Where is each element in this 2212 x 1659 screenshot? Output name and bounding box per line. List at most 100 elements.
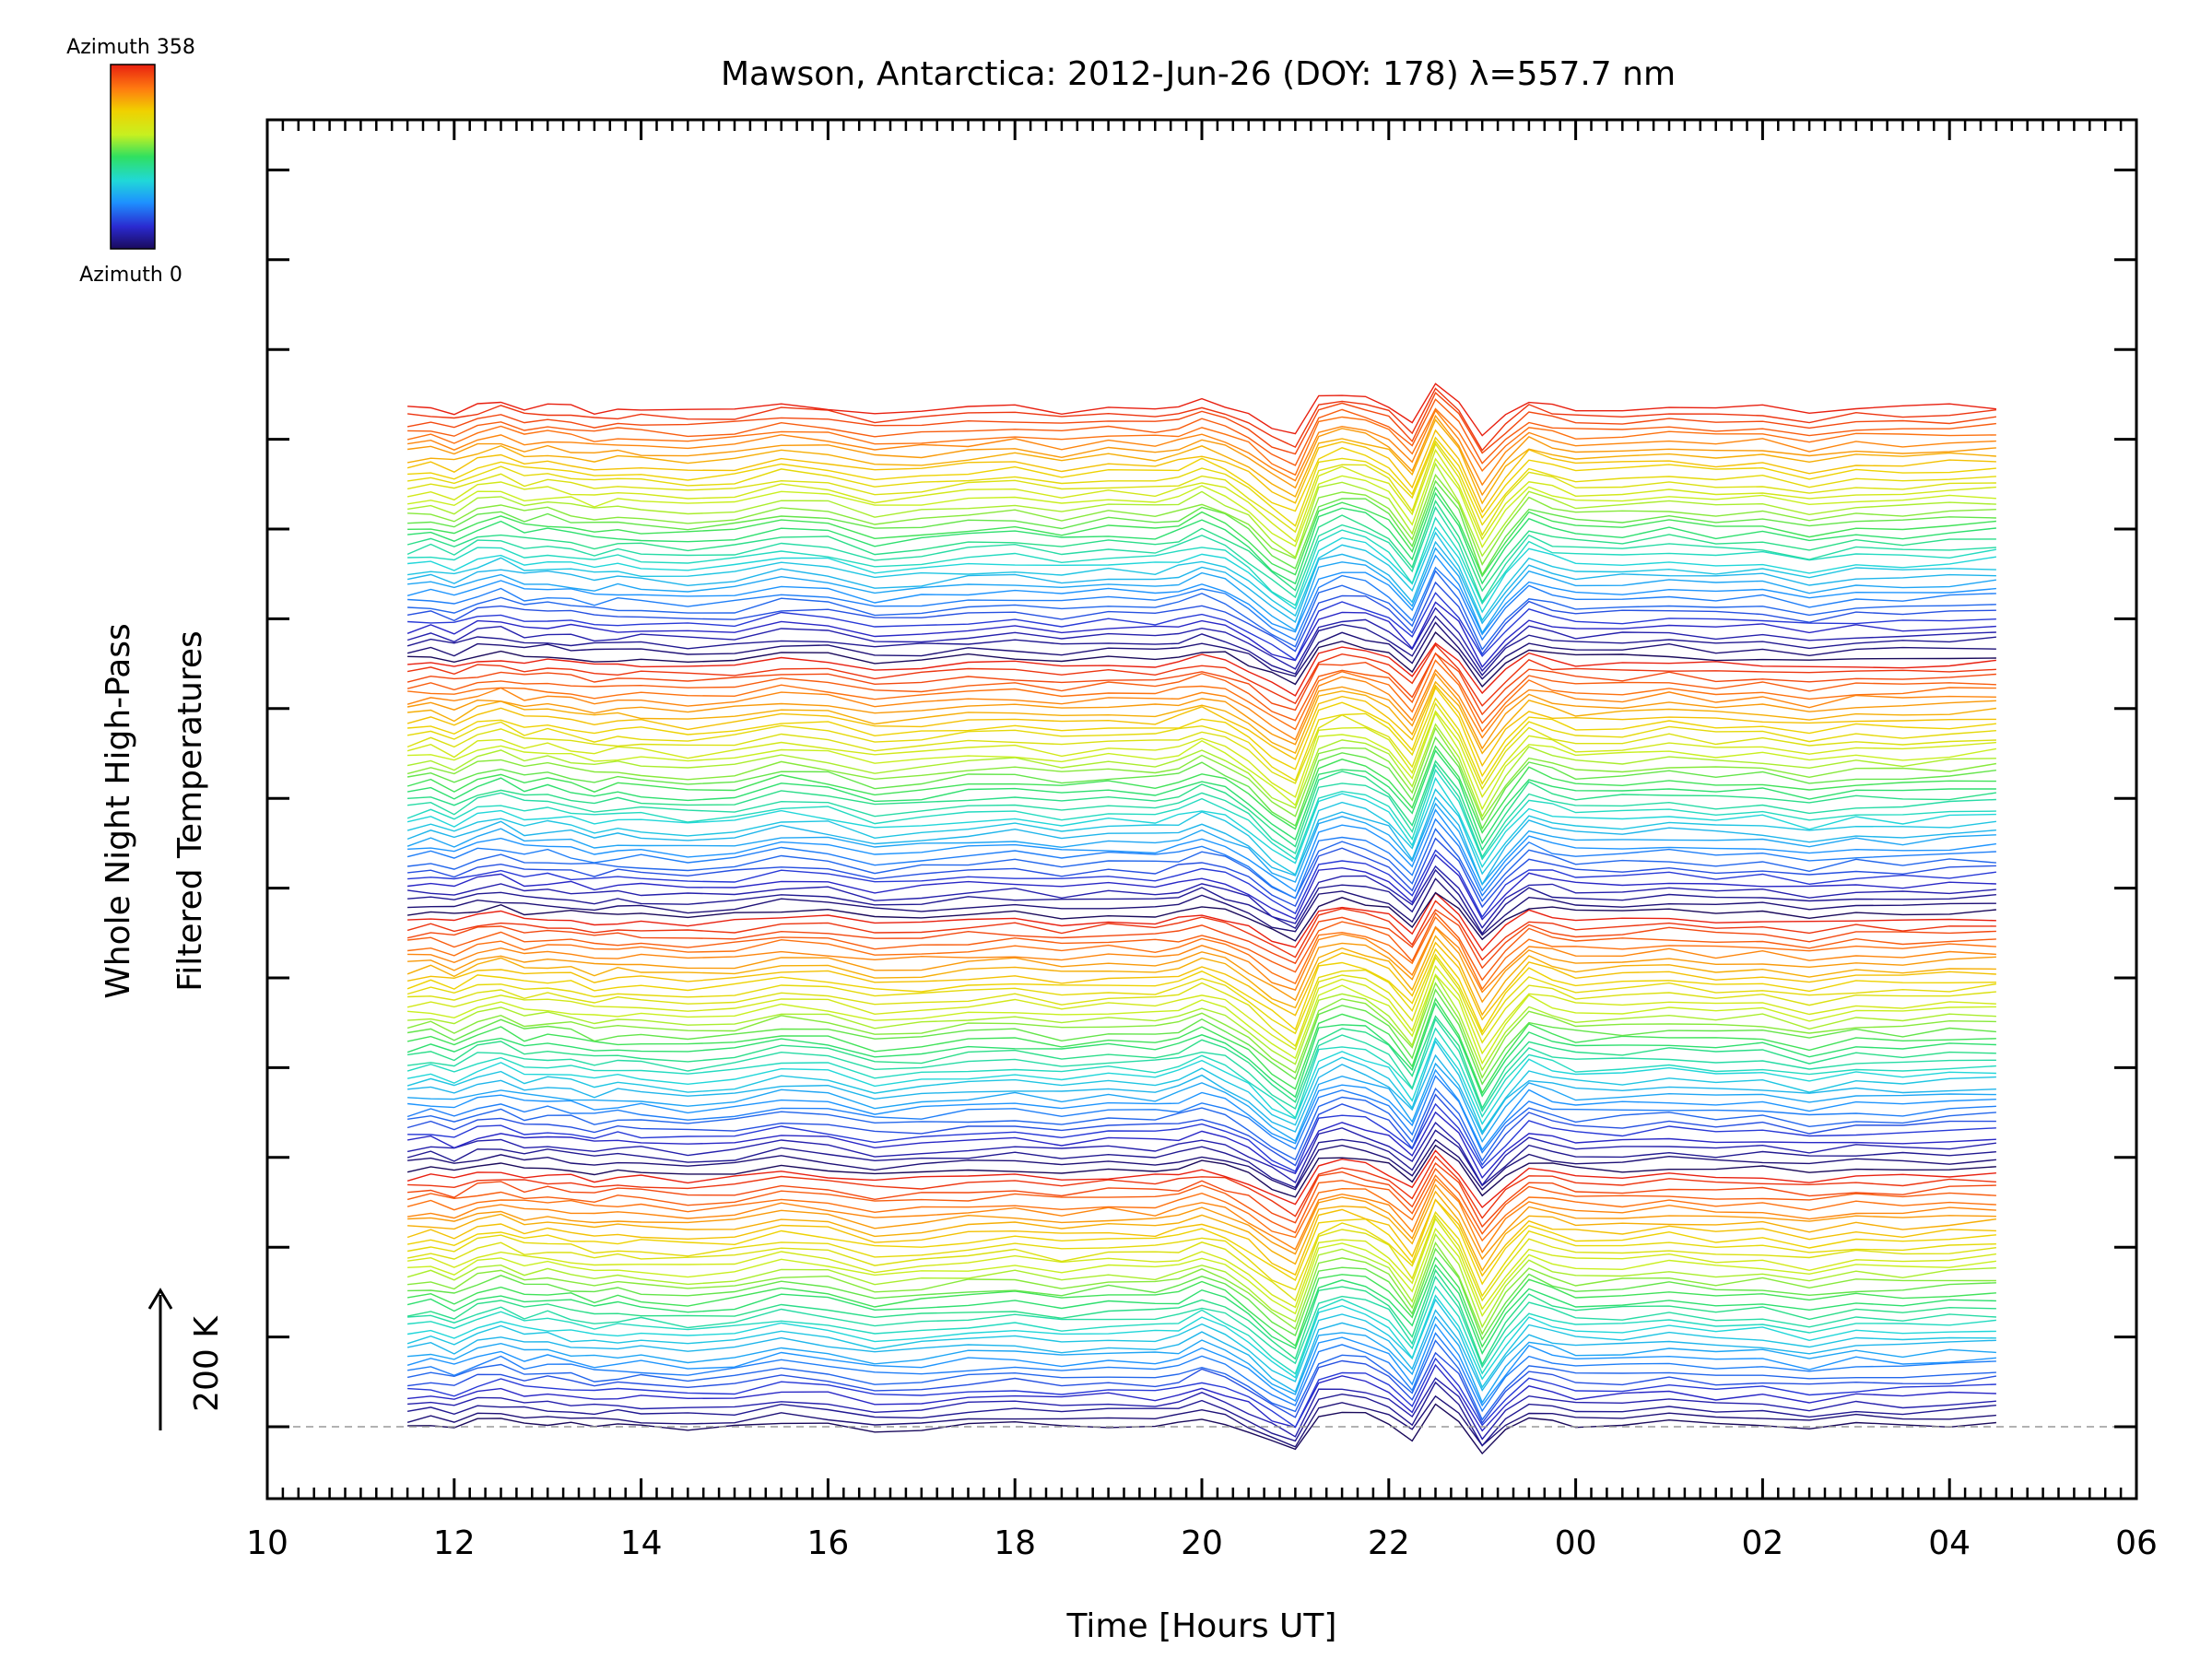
series-line [406,684,1996,768]
series-line [406,392,1996,455]
series-line [407,680,1996,755]
series-line [406,776,1996,868]
series-line [406,554,1996,636]
series-line [406,540,1996,625]
series-line [406,697,1996,785]
scale-label: 200 K [188,1315,226,1412]
series-line [406,1264,1996,1355]
series-line [407,491,1996,585]
series-line [406,935,1996,1017]
x-tick-label: 20 [1181,1524,1223,1562]
series-group [406,382,1997,1455]
x-tick-label: 16 [806,1524,849,1562]
series-line [406,1093,1996,1167]
series-line [406,1256,1996,1348]
series-line [407,865,1996,929]
series-line [406,745,1996,834]
series-line [407,387,1996,452]
series-line [406,1129,1996,1189]
series-line [406,802,1996,886]
series-line [406,643,1996,707]
series-line [406,407,1996,477]
series-line [407,1062,1996,1144]
series-line [407,641,1996,697]
series-line [406,701,1996,791]
series-line [406,947,1996,1033]
series-line [406,653,1996,716]
series-line [407,712,1997,811]
series-line [407,868,1996,935]
series-line [406,1198,1996,1286]
series-line [406,788,1996,876]
series-line [406,418,1996,505]
series-line [406,891,1996,942]
x-tick-label: 04 [1928,1524,1971,1562]
series-line [406,988,1996,1086]
series-line [407,398,1996,466]
series-line [407,1087,1996,1162]
colorbar-bottom-label: Azimuth 0 [79,264,182,287]
series-line [406,1040,1996,1134]
series-line [406,668,1996,741]
series-line [406,769,1996,861]
series-line [406,457,1996,549]
series-line [406,1149,1996,1209]
series-line [407,808,1996,892]
series-line [406,748,1996,845]
series-line [406,442,1996,536]
series-line [407,547,1997,635]
series-line [407,925,1996,994]
series-line [407,659,1996,733]
series-line [406,1027,1996,1119]
series-line [407,877,1996,936]
series-line [407,1217,1996,1311]
series-line [407,631,1996,688]
series-line [406,1298,1996,1389]
series-line [407,1377,1996,1441]
series-line [406,1111,1996,1180]
series-line [407,1162,1996,1229]
series-line [407,973,1996,1072]
series-line [407,1285,1996,1375]
series-line [407,382,1996,437]
series-line [407,1241,1996,1335]
series-line [406,1332,1996,1413]
scale-arrow-head [147,1288,173,1310]
series-line [407,1190,1996,1272]
x-tick-labels: 10 12 14 16 18 20 22 00 02 04 06 [246,1524,2158,1562]
series-line [406,506,1996,604]
series-line [406,982,1996,1079]
series-line [407,1227,1996,1317]
series-line [406,1381,1996,1447]
series-line [407,436,1996,519]
x-tick-label: 18 [994,1524,1036,1562]
series-line [407,763,1996,859]
series-line [406,1198,1996,1277]
series-line [407,1155,1996,1219]
series-line [406,1323,1996,1407]
x-tick-label: 02 [1741,1524,1783,1562]
series-line [406,672,1996,750]
series-line [407,853,1996,921]
series-line [406,601,1996,668]
x-tick-label: 22 [1368,1524,1410,1562]
x-tick-label: 06 [2115,1524,2158,1562]
series-line [406,1309,1996,1394]
series-line [406,723,1996,818]
series-line [406,1144,1996,1198]
series-line [407,479,1996,577]
x-tick-label: 00 [1555,1524,1597,1562]
series-line [406,1178,1996,1254]
series-line [407,1018,1996,1112]
series-line [407,916,1996,991]
series-line [406,409,1996,487]
series-line [406,818,1996,900]
series-line [407,440,1996,527]
series-line [407,891,1996,952]
series-line [406,621,1996,680]
scale-indicator: 200 K [147,1288,226,1430]
series-line [407,414,1996,497]
series-line [407,1102,1996,1172]
series-line [407,956,1996,1048]
